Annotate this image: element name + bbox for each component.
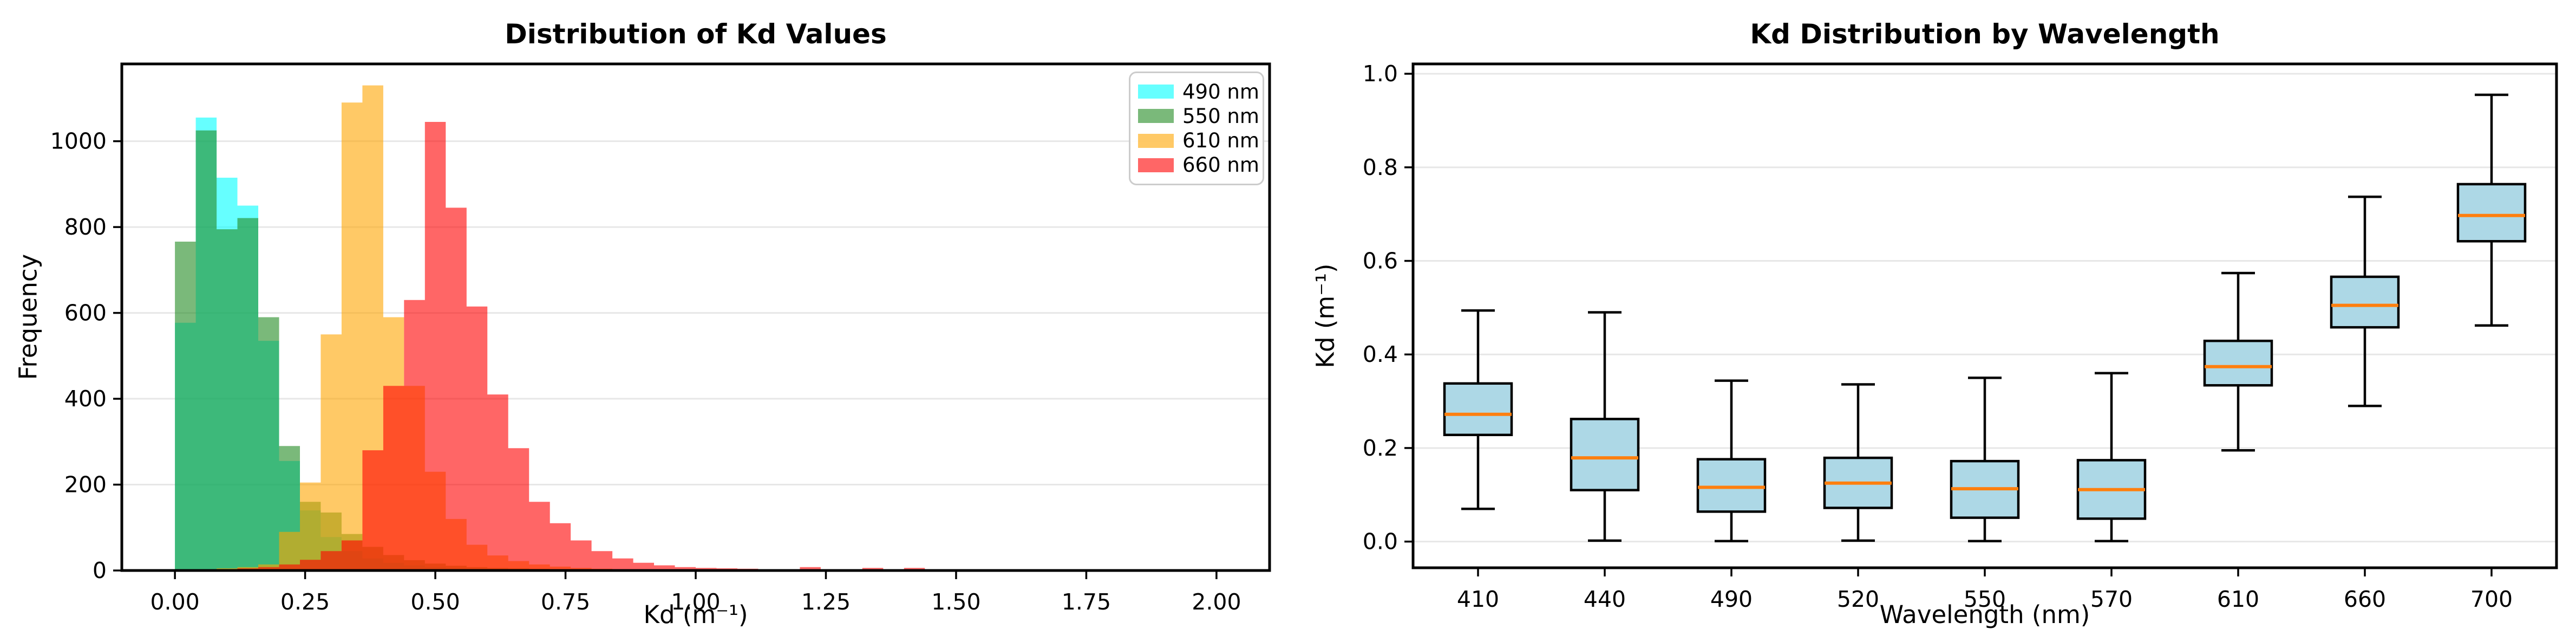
box-610nm — [2203, 271, 2273, 452]
box-660nm — [2330, 195, 2400, 407]
box-550nm — [1950, 377, 2020, 543]
x-tick-label: 0.75 — [541, 589, 590, 615]
y-tick-label: 200 — [64, 472, 107, 498]
x-tick-label: 410 — [1457, 586, 1499, 612]
legend-label-550nm: 550 nm — [1182, 104, 1259, 128]
x-tick-label: 1.75 — [1062, 589, 1111, 615]
x-tick-label: 440 — [1584, 586, 1626, 612]
iqr-box — [2330, 275, 2400, 329]
x-tick-label: 1.50 — [931, 589, 980, 615]
legend-label-610nm: 610 nm — [1182, 129, 1259, 153]
y-tick-label: 0.0 — [1363, 529, 1398, 555]
x-tick-label: 520 — [1837, 586, 1879, 612]
y-tick-label: 1.0 — [1363, 61, 1398, 87]
box-440nm — [1570, 311, 1640, 542]
histogram-xlabel: Kd (m⁻¹) — [643, 600, 748, 629]
x-tick-label: 0.00 — [150, 589, 199, 615]
boxplot-ylabel: Kd (m⁻¹) — [1311, 263, 1340, 368]
box-700nm — [2456, 93, 2527, 327]
legend-swatch-610nm-icon — [1138, 133, 1174, 148]
iqr-box — [2456, 183, 2527, 243]
y-tick-label: 0.2 — [1363, 435, 1398, 461]
legend-entry-610nm: 610 nm — [1138, 129, 1259, 153]
y-tick-label: 0.6 — [1363, 248, 1398, 274]
x-tick-label: 610 — [2217, 586, 2259, 612]
legend-swatch-660nm-icon — [1138, 158, 1174, 172]
x-tick-label: 0.25 — [280, 589, 330, 615]
box-490nm — [1696, 379, 1767, 543]
hist-series-550nm — [175, 130, 738, 571]
legend-label-660nm: 660 nm — [1182, 153, 1259, 177]
legend-label-490nm: 490 nm — [1182, 80, 1259, 103]
histogram-ylabel: Frequency — [14, 254, 43, 380]
iqr-box — [1570, 418, 1640, 491]
iqr-box — [1696, 458, 1767, 513]
legend-entry-660nm: 660 nm — [1138, 153, 1259, 177]
x-tick-label: 550 — [1964, 586, 2006, 612]
x-tick-label: 1.25 — [801, 589, 851, 615]
y-tick-label: 0.4 — [1363, 341, 1398, 367]
box-520nm — [1823, 383, 1893, 542]
legend-entry-550nm: 550 nm — [1138, 104, 1259, 128]
boxplot-axes: 410 440 490 520 550 570 610 660 700 0.0 0.2 0.4 0.6 0… — [1363, 61, 2558, 612]
x-tick-label: 700 — [2470, 586, 2513, 612]
x-tick-label: 2.00 — [1192, 589, 1241, 615]
hist-series-610nm — [175, 85, 759, 571]
x-tick-label: 570 — [2090, 586, 2133, 612]
y-tick-label: 0.8 — [1363, 154, 1398, 180]
y-tick-label: 600 — [64, 300, 107, 326]
iqr-box — [1443, 382, 1513, 437]
x-tick-label: 660 — [2344, 586, 2386, 612]
boxplot-xlabel: Wavelength (nm) — [1879, 600, 2090, 629]
x-tick-label: 1.00 — [671, 589, 720, 615]
x-tick-label: 490 — [1710, 586, 1753, 612]
y-tick-label: 1000 — [50, 128, 107, 154]
iqr-box — [2203, 339, 2273, 387]
box-570nm — [2076, 372, 2147, 543]
histogram-axes: 0.00 0.25 0.50 0.75 1.00 1.25 1.50 1.75 2.00 0 200… — [50, 62, 1271, 615]
legend-entry-490nm: 490 nm — [1138, 80, 1259, 103]
x-tick-label: 0.50 — [410, 589, 460, 615]
box-410nm — [1443, 309, 1513, 510]
histogram-legend: 490 nm 550 nm 610 nm 660 nm — [1129, 72, 1264, 185]
legend-swatch-490nm-icon — [1138, 85, 1174, 99]
legend-swatch-550nm-icon — [1138, 109, 1174, 124]
y-tick-label: 0 — [93, 557, 107, 583]
y-tick-label: 800 — [64, 214, 107, 240]
boxplot-title: Kd Distribution by Wavelength — [1750, 18, 2220, 50]
histogram-title: Distribution of Kd Values — [505, 18, 887, 50]
y-tick-label: 400 — [64, 386, 107, 412]
